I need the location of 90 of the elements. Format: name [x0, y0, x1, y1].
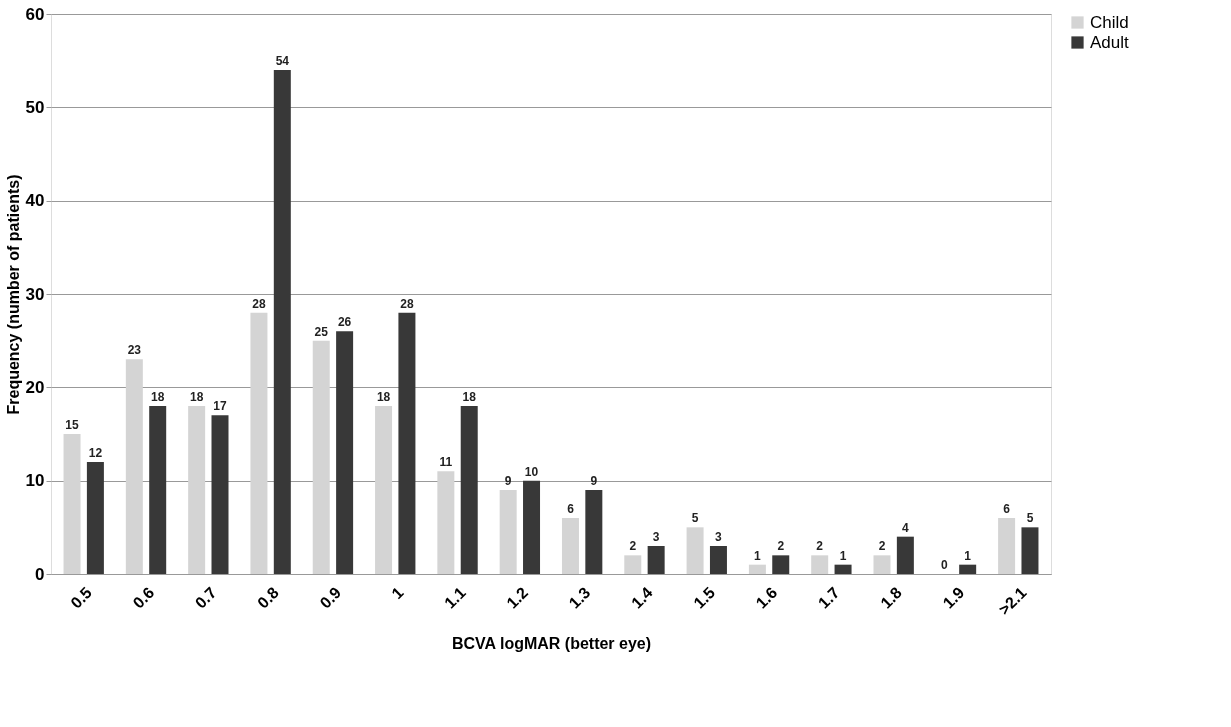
bar — [312, 340, 330, 574]
bar — [873, 555, 891, 574]
data-label: 5 — [691, 511, 699, 526]
bar — [811, 555, 829, 574]
data-label: 1 — [839, 548, 847, 563]
legend-label: Child — [1090, 12, 1129, 32]
bar — [250, 312, 268, 574]
bar — [125, 359, 143, 574]
data-label: 4 — [902, 520, 910, 535]
bar — [896, 536, 914, 574]
data-label: 3 — [715, 530, 723, 544]
data-label: 5 — [1026, 511, 1034, 526]
bar — [686, 527, 704, 574]
bar — [709, 546, 727, 574]
x-tick-label: 0.7 — [191, 583, 220, 612]
bar — [437, 471, 455, 574]
y-tick-label: 40 — [25, 191, 45, 211]
data-label: 1 — [964, 548, 972, 563]
y-tick-label: 10 — [25, 471, 45, 491]
bar — [647, 546, 665, 574]
x-tick-label: 1.5 — [690, 583, 719, 612]
data-label: 6 — [567, 502, 575, 516]
bar — [375, 406, 393, 574]
data-label: 18 — [189, 390, 204, 404]
data-label: 28 — [252, 296, 266, 311]
y-tick-label: 0 — [35, 564, 45, 584]
data-label: 15 — [65, 418, 80, 432]
x-tick-label: 1.4 — [628, 583, 656, 612]
bar — [748, 564, 766, 574]
bar — [460, 406, 478, 574]
y-tick-label: 50 — [25, 97, 45, 117]
bar — [336, 331, 354, 574]
bar — [523, 480, 541, 574]
data-label: 3 — [652, 530, 660, 544]
data-label: 12 — [88, 446, 103, 460]
x-tick-label: 1.9 — [939, 583, 968, 612]
data-label: 54 — [275, 54, 290, 68]
x-tick-label: 1.3 — [565, 583, 594, 612]
bar — [188, 406, 206, 574]
x-tick-label: 0.5 — [67, 583, 96, 612]
bar — [149, 406, 167, 574]
data-label: 2 — [816, 539, 824, 554]
bar — [499, 490, 517, 574]
data-label: 18 — [462, 390, 477, 404]
data-label: 18 — [151, 390, 165, 404]
bar — [624, 555, 642, 574]
x-tick-label: 0.6 — [129, 583, 158, 612]
data-label: 26 — [337, 315, 352, 330]
data-label: 10 — [524, 464, 539, 479]
x-tick-label: 0.9 — [316, 583, 345, 612]
data-label: 1 — [754, 548, 762, 563]
data-label: 2 — [629, 539, 637, 554]
bar — [959, 564, 977, 574]
y-axis-title: Frequency (number of patients) — [4, 174, 22, 415]
x-tick-label: 1.6 — [752, 583, 781, 612]
bar — [561, 518, 579, 574]
bar — [63, 434, 81, 574]
bar — [86, 462, 104, 574]
data-label: 0 — [940, 558, 948, 572]
data-label: 25 — [314, 324, 329, 339]
data-label: 11 — [439, 455, 453, 470]
y-tick-label: 60 — [25, 4, 45, 24]
x-axis-title: BCVA logMAR (better eye) — [451, 635, 652, 653]
bar — [273, 70, 291, 574]
x-tick-label: 1.7 — [814, 583, 843, 612]
data-label: 2 — [878, 539, 886, 554]
data-label: 6 — [1003, 502, 1011, 516]
x-tick-label: 1.8 — [877, 583, 906, 612]
bar — [585, 490, 603, 574]
data-label: 9 — [590, 474, 598, 488]
bar — [772, 555, 790, 574]
bar — [1021, 527, 1039, 574]
y-tick-label: 30 — [25, 284, 45, 304]
x-tick-label: 1.1 — [441, 583, 469, 612]
data-label: 23 — [127, 343, 142, 358]
x-tick-label: 1 — [388, 583, 407, 603]
bar — [398, 312, 416, 574]
bar — [834, 564, 852, 574]
legend-label: Adult — [1090, 32, 1130, 52]
y-tick-label: 20 — [25, 377, 45, 397]
data-label: 9 — [504, 474, 512, 488]
x-tick-label: 0.8 — [254, 583, 283, 612]
x-tick-label: >2.1 — [995, 583, 1030, 619]
data-label: 17 — [213, 399, 227, 414]
bar — [998, 518, 1016, 574]
bar — [211, 415, 229, 574]
x-tick-label: 1.2 — [503, 583, 532, 612]
data-label: 18 — [376, 390, 391, 404]
data-label: 2 — [777, 539, 785, 554]
data-label: 28 — [400, 296, 414, 311]
